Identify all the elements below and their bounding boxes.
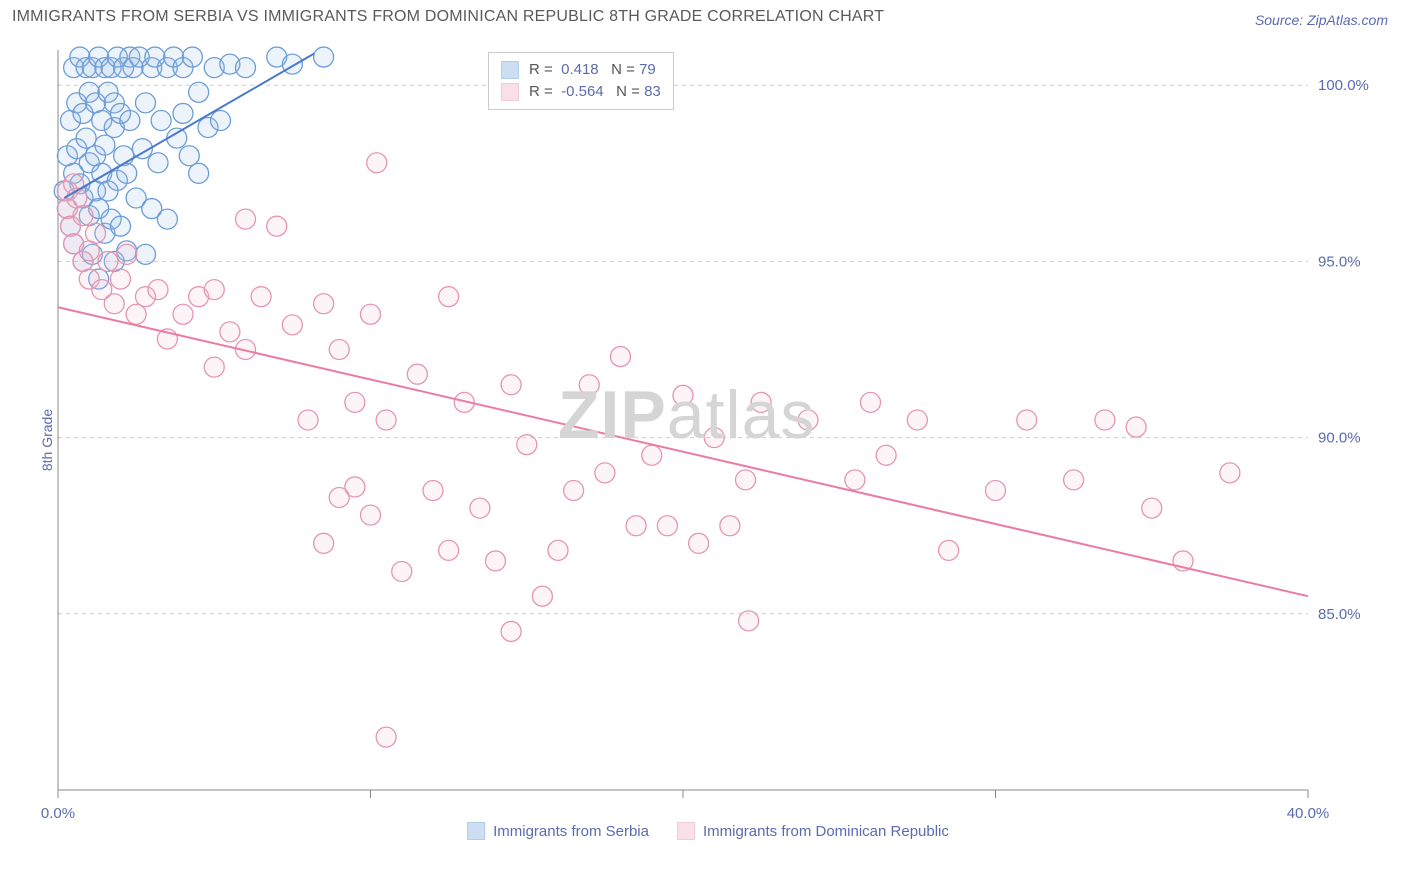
svg-text:0.0%: 0.0% bbox=[41, 805, 75, 822]
stats-swatch bbox=[501, 61, 519, 79]
stats-row: R = 0.418 N = 79 bbox=[501, 59, 661, 81]
svg-text:100.0%: 100.0% bbox=[1318, 77, 1369, 94]
source-label: Source: ZipAtlas.com bbox=[1255, 12, 1388, 28]
legend-swatch bbox=[467, 822, 485, 840]
legend-item: Immigrants from Serbia bbox=[467, 822, 649, 840]
stats-row: R = -0.564 N = 83 bbox=[501, 81, 661, 103]
chart-container: 8th Grade 85.0% 90.0% 95.0% 100.0% 0.0% 40.0%… bbox=[28, 40, 1388, 840]
scatter-chart: 85.0% 90.0% 95.0% 100.0% 0.0% 40.0% bbox=[28, 40, 1388, 840]
svg-text:40.0%: 40.0% bbox=[1287, 805, 1330, 822]
legend-label: Immigrants from Dominican Republic bbox=[703, 823, 949, 840]
stats-box: R = 0.418 N = 79 R = -0.564 N = 83 bbox=[488, 52, 674, 110]
legend-bottom: Immigrants from Serbia Immigrants from Do… bbox=[467, 822, 949, 840]
y-axis-label: 8th Grade bbox=[39, 409, 55, 471]
legend-swatch bbox=[677, 822, 695, 840]
svg-text:85.0%: 85.0% bbox=[1318, 606, 1361, 623]
legend-item: Immigrants from Dominican Republic bbox=[677, 822, 949, 840]
svg-text:90.0%: 90.0% bbox=[1318, 430, 1361, 447]
chart-title: IMMIGRANTS FROM SERBIA VS IMMIGRANTS FRO… bbox=[12, 8, 884, 26]
legend-label: Immigrants from Serbia bbox=[493, 823, 649, 840]
stats-swatch bbox=[501, 83, 519, 101]
svg-text:95.0%: 95.0% bbox=[1318, 253, 1361, 270]
